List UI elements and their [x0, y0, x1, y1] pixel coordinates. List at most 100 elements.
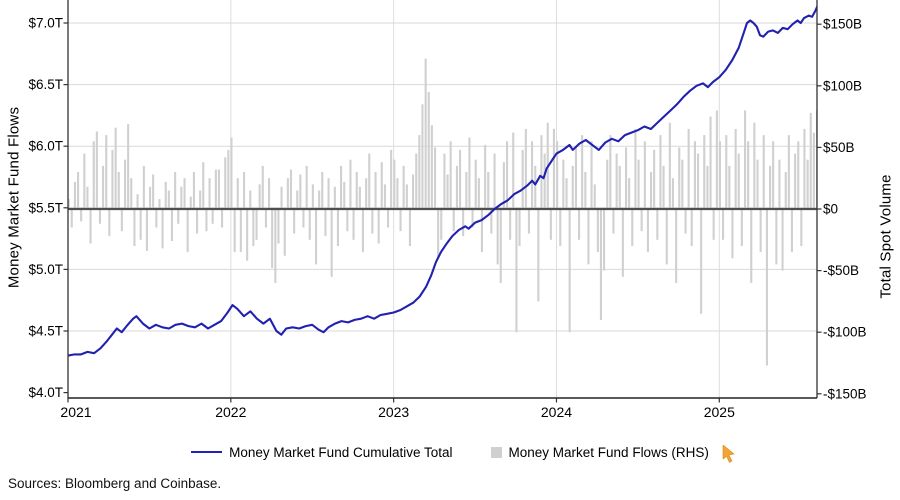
- x-tick-label: 2023: [378, 404, 409, 420]
- flow-bar: [693, 141, 696, 209]
- flow-bar: [684, 209, 687, 234]
- y-left-tick-label: $5.5T: [28, 200, 63, 215]
- flow-bar: [186, 209, 189, 253]
- flow-bar: [202, 162, 205, 209]
- flow-bar: [744, 110, 747, 209]
- flow-bar: [296, 190, 299, 209]
- flow-bar: [415, 153, 418, 209]
- flow-bar: [490, 209, 493, 234]
- flow-bar: [637, 159, 640, 209]
- flow-bar: [299, 174, 302, 209]
- flow-bar: [571, 165, 574, 209]
- flow-bar: [286, 178, 289, 209]
- flow-bar: [690, 209, 693, 246]
- flow-bar: [747, 141, 750, 209]
- flow-bar: [183, 178, 186, 209]
- flow-bar: [199, 190, 202, 209]
- flow-bar: [775, 209, 778, 265]
- flow-bar: [349, 159, 352, 209]
- flow-bar: [653, 149, 656, 209]
- flow-bar: [784, 172, 787, 209]
- flow-bar: [170, 209, 173, 241]
- flow-bar: [502, 162, 505, 209]
- flow-bar: [440, 209, 443, 240]
- flow-bar: [158, 199, 161, 209]
- line-swatch-icon: [191, 451, 223, 453]
- flow-bar: [484, 144, 487, 209]
- flow-bar: [512, 132, 515, 209]
- flow-bar: [145, 209, 148, 251]
- flow-bar: [778, 159, 781, 209]
- flow-bar: [92, 141, 95, 209]
- y-left-tick-label: $5.0T: [28, 262, 63, 277]
- flow-bar: [700, 209, 703, 314]
- flow-bar: [255, 209, 258, 240]
- flow-bar: [274, 209, 277, 283]
- flow-bar: [383, 184, 386, 209]
- y-left-tick-label: $4.5T: [28, 324, 63, 339]
- flow-bar: [177, 209, 180, 224]
- flow-bar: [152, 174, 155, 209]
- flow-bar: [174, 172, 177, 209]
- flow-bar: [443, 153, 446, 209]
- y-right-tick-label: $0: [823, 202, 838, 217]
- flow-bar: [568, 209, 571, 333]
- flow-bar: [562, 159, 565, 209]
- y-right-tick-label: -$150B: [823, 386, 867, 401]
- y-left-tick-label: $6.5T: [28, 77, 63, 92]
- flow-bar: [336, 209, 339, 246]
- flow-bar: [574, 147, 577, 209]
- flow-bar: [809, 112, 812, 209]
- flow-bar: [750, 209, 753, 283]
- flow-bar: [355, 172, 358, 209]
- flow-bar: [352, 209, 355, 240]
- flow-bar: [243, 172, 246, 209]
- flow-bar: [246, 209, 249, 261]
- flow-bar: [196, 209, 199, 234]
- flow-bar: [217, 169, 220, 209]
- flow-bar: [668, 122, 671, 209]
- flow-bar: [192, 172, 195, 209]
- flow-bar: [790, 209, 793, 253]
- flow-bar: [499, 209, 502, 283]
- flow-bar: [164, 181, 167, 209]
- mouse-cursor-icon: [722, 445, 735, 463]
- flow-bar: [308, 209, 311, 240]
- flow-bar: [149, 186, 152, 209]
- flow-bar: [333, 186, 336, 209]
- flow-bar: [687, 128, 690, 209]
- flow-bar: [446, 174, 449, 209]
- y-left-tick-label: $7.0T: [28, 16, 63, 31]
- flow-bar: [772, 141, 775, 209]
- flow-bar: [324, 209, 327, 237]
- flow-bar: [124, 159, 127, 209]
- flow-bar: [737, 153, 740, 209]
- flow-bar: [114, 127, 117, 209]
- flow-bar: [650, 172, 653, 209]
- flow-bar: [271, 209, 274, 269]
- flow-bar: [599, 209, 602, 320]
- flow-bar: [640, 209, 643, 232]
- flow-bar: [800, 209, 803, 246]
- flow-bar: [434, 147, 437, 209]
- flow-bar: [581, 135, 584, 209]
- flow-bar: [675, 209, 678, 283]
- x-tick-label: 2021: [60, 404, 91, 420]
- flow-bar: [208, 178, 211, 209]
- flow-bar: [318, 190, 321, 209]
- flow-bar: [264, 209, 267, 228]
- flow-bar: [136, 194, 139, 209]
- flow-bar: [697, 153, 700, 209]
- flow-bar: [133, 209, 136, 246]
- y-right-tick-label: $100B: [823, 78, 862, 93]
- flow-bar: [77, 172, 80, 209]
- flow-bar: [671, 178, 674, 209]
- flow-bar: [68, 199, 70, 209]
- flow-bar: [762, 135, 765, 209]
- flow-bar: [111, 149, 114, 209]
- flow-bar: [646, 209, 649, 253]
- flow-bar: [728, 165, 731, 209]
- flow-bar: [506, 141, 509, 209]
- legend: Money Market Fund Cumulative Total Money…: [0, 441, 900, 463]
- flow-bar: [659, 135, 662, 209]
